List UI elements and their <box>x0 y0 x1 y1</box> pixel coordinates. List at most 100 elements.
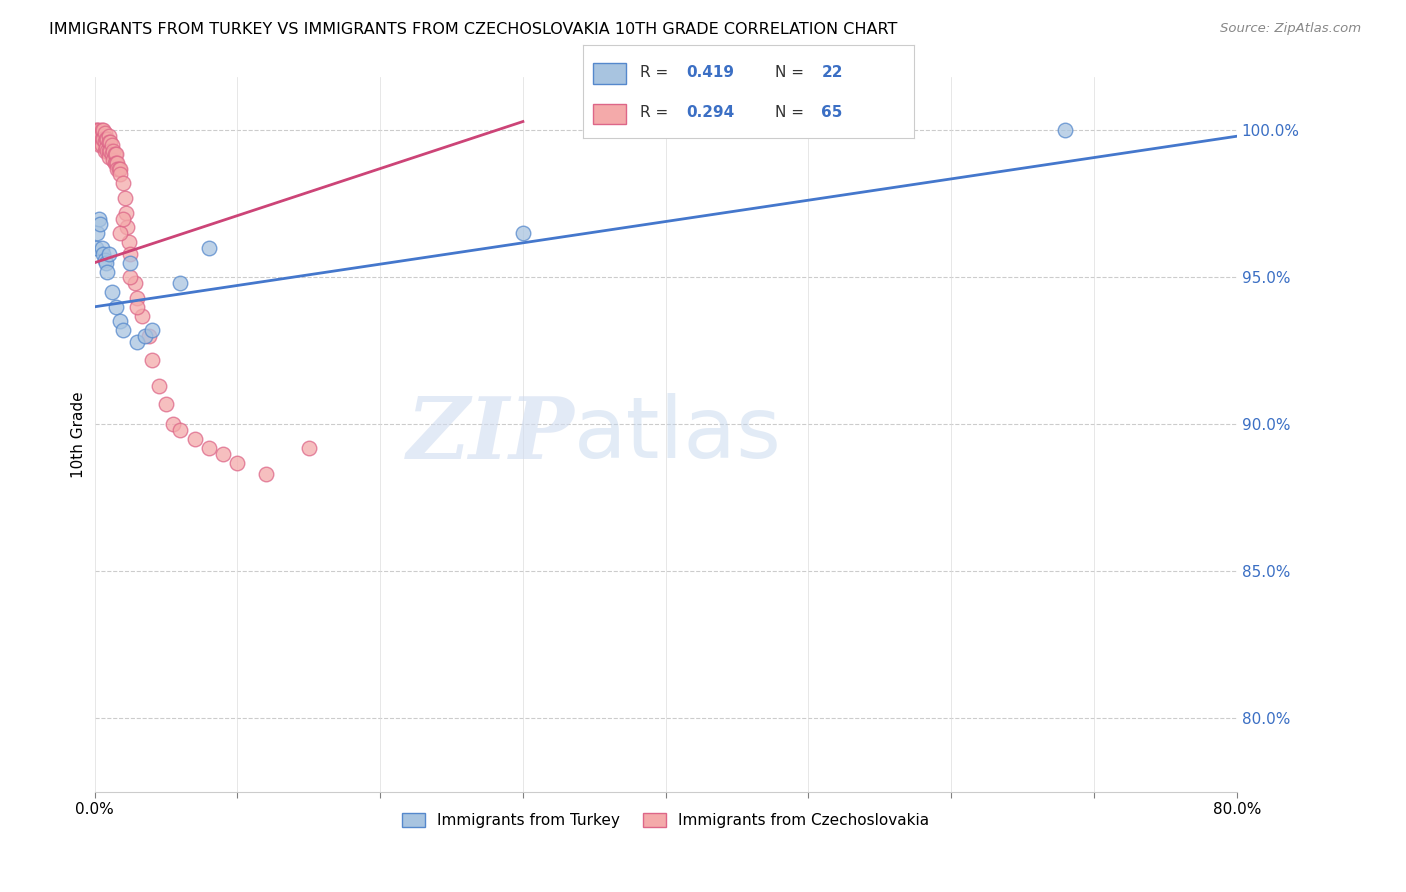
Point <box>97 247 120 261</box>
Point <box>254 467 277 482</box>
Point <box>93 144 115 158</box>
Point <box>212 447 235 461</box>
Legend: Immigrants from Turkey, Immigrants from Czechoslovakia: Immigrants from Turkey, Immigrants from … <box>396 806 935 834</box>
Point <box>169 277 191 291</box>
Point <box>120 247 142 261</box>
Point <box>104 147 127 161</box>
Point <box>162 417 184 432</box>
Point <box>84 241 107 255</box>
Point <box>103 155 125 169</box>
Point <box>112 176 135 190</box>
Y-axis label: 10th Grade: 10th Grade <box>72 392 86 478</box>
Point <box>89 218 111 232</box>
Point <box>94 255 117 269</box>
Point <box>90 123 112 137</box>
Point <box>89 138 111 153</box>
Text: ZIP: ZIP <box>406 393 574 476</box>
Text: R =: R = <box>640 105 673 120</box>
Point <box>148 379 170 393</box>
Point <box>104 300 127 314</box>
Point <box>101 144 124 158</box>
Point <box>197 241 219 255</box>
Text: atlas: atlas <box>574 393 782 476</box>
Point <box>127 291 149 305</box>
Text: 0.419: 0.419 <box>686 65 734 80</box>
Point <box>97 135 120 149</box>
Point <box>86 132 108 146</box>
Point <box>124 277 146 291</box>
Point <box>94 132 117 146</box>
Point <box>117 220 139 235</box>
Point <box>100 138 122 153</box>
Point <box>89 129 111 144</box>
Point <box>90 132 112 146</box>
Point <box>84 123 107 137</box>
Point <box>110 314 132 328</box>
Point <box>107 161 129 176</box>
Point <box>100 147 122 161</box>
Point <box>91 132 114 146</box>
Point <box>96 144 118 158</box>
Point <box>298 441 321 455</box>
Text: R =: R = <box>640 65 673 80</box>
Point <box>112 211 135 226</box>
Point <box>141 352 163 367</box>
Point <box>86 227 108 241</box>
Point <box>96 264 118 278</box>
Point <box>110 161 132 176</box>
Bar <box>593 63 627 84</box>
Point <box>90 241 112 255</box>
Point <box>197 441 219 455</box>
Point <box>97 144 120 158</box>
Text: 22: 22 <box>821 65 842 80</box>
Point <box>103 147 125 161</box>
Point <box>1054 123 1077 137</box>
Point <box>91 247 114 261</box>
Text: N =: N = <box>775 65 808 80</box>
Point <box>101 153 124 167</box>
Point <box>90 138 112 153</box>
Point <box>112 323 135 337</box>
Point <box>107 155 129 169</box>
Point <box>127 300 149 314</box>
Point <box>134 329 156 343</box>
Point <box>91 123 114 137</box>
Point <box>93 135 115 149</box>
Point <box>87 211 110 226</box>
Point <box>226 456 249 470</box>
Point <box>93 126 115 140</box>
Text: N =: N = <box>775 105 808 120</box>
Point <box>98 144 121 158</box>
Point <box>104 155 127 169</box>
Point <box>98 135 121 149</box>
Point <box>120 270 142 285</box>
Point <box>87 135 110 149</box>
Point <box>84 129 107 144</box>
Point <box>120 255 142 269</box>
Point <box>131 309 153 323</box>
Point <box>97 150 120 164</box>
Point <box>87 129 110 144</box>
Point <box>127 334 149 349</box>
Point <box>94 141 117 155</box>
Point <box>100 285 122 299</box>
Point <box>93 252 115 267</box>
Point <box>115 205 138 219</box>
Point <box>110 168 132 182</box>
Text: Source: ZipAtlas.com: Source: ZipAtlas.com <box>1220 22 1361 36</box>
Point <box>96 132 118 146</box>
Text: 0.294: 0.294 <box>686 105 734 120</box>
Point <box>86 123 108 137</box>
Bar <box>593 103 627 124</box>
Point <box>97 129 120 144</box>
Point <box>512 227 534 241</box>
Text: 65: 65 <box>821 105 842 120</box>
Point <box>141 323 163 337</box>
Point <box>114 191 136 205</box>
Point <box>169 423 191 437</box>
Point <box>108 161 131 176</box>
Text: IMMIGRANTS FROM TURKEY VS IMMIGRANTS FROM CZECHOSLOVAKIA 10TH GRADE CORRELATION : IMMIGRANTS FROM TURKEY VS IMMIGRANTS FRO… <box>49 22 897 37</box>
Point <box>118 235 141 249</box>
Point <box>110 227 132 241</box>
Point <box>155 397 177 411</box>
